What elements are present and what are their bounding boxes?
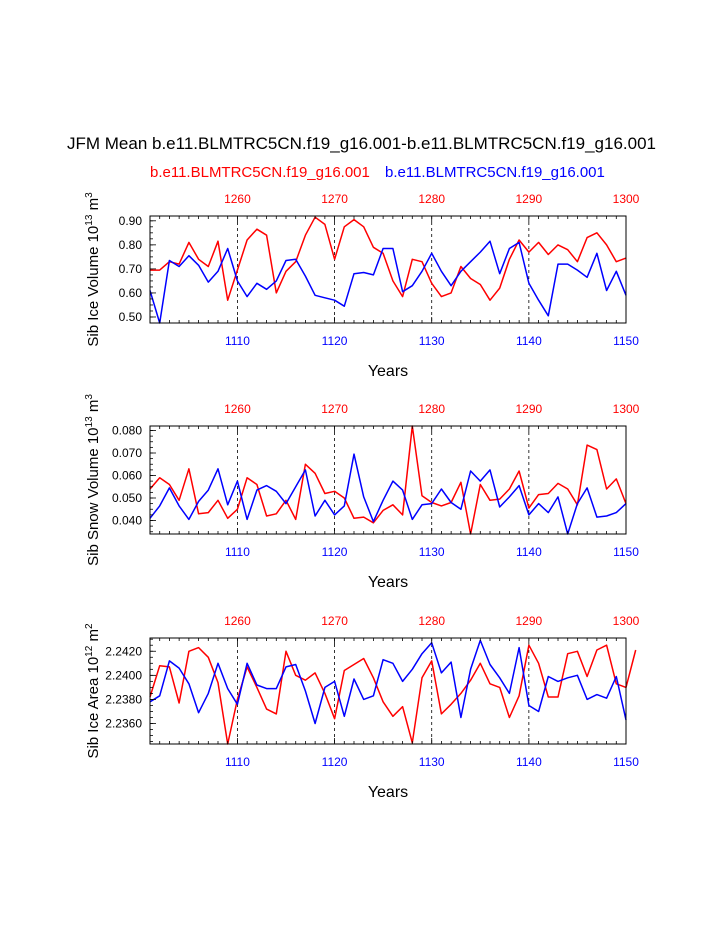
legend-blue-label: b.e11.BLMTRC5CN.f19_g16.001 <box>385 164 605 181</box>
y-tick-label: 0.50 <box>119 310 143 324</box>
y-axis-label: Sib Snow Volume 1013 m3 <box>84 394 102 566</box>
y-tick-label: 0.050 <box>112 491 142 505</box>
y-tick-label: 0.080 <box>112 424 142 438</box>
x-bottom-tick-label: 1150 <box>613 545 639 559</box>
y-tick-label: 2.2360 <box>105 717 142 731</box>
plot-frame <box>149 425 627 535</box>
series-line-blue <box>149 639 627 725</box>
plot-frame <box>149 637 627 745</box>
x-bottom-tick-label: 1130 <box>419 755 445 769</box>
y-tick-label: 0.070 <box>112 446 142 460</box>
y-tick-label: 2.2400 <box>105 668 142 682</box>
y-tick-label: 0.60 <box>119 286 143 300</box>
chart-title: JFM Mean b.e11.BLMTRC5CN.f19_g16.001-b.e… <box>66 134 656 153</box>
x-top-tick-label: 1280 <box>418 402 445 416</box>
x-top-tick-label: 1270 <box>321 402 348 416</box>
x-bottom-tick-label: 1150 <box>613 755 639 769</box>
x-bottom-tick-label: 1120 <box>322 755 348 769</box>
x-bottom-tick-label: 1150 <box>613 334 639 348</box>
x-bottom-tick-label: 1110 <box>225 755 250 769</box>
x-bottom-tick-label: 1110 <box>225 334 250 348</box>
x-top-tick-label: 1270 <box>321 192 348 206</box>
y-tick-label: 0.060 <box>112 469 142 483</box>
x-bottom-tick-label: 1120 <box>322 334 348 348</box>
y-tick-label: 0.80 <box>119 238 143 252</box>
x-bottom-tick-label: 1140 <box>516 755 542 769</box>
x-top-tick-label: 1260 <box>224 192 251 206</box>
x-top-tick-label: 1290 <box>516 402 543 416</box>
x-top-tick-label: 1290 <box>516 192 543 206</box>
x-bottom-tick-label: 1130 <box>419 334 445 348</box>
plot-panel-2: 1110 1120 1130 1140 1150 1260 1270 1280 1290 1300… <box>84 394 640 591</box>
x-bottom-tick-label: 1140 <box>516 334 542 348</box>
x-axis-label: Years <box>368 784 408 801</box>
legend-red-label: b.e11.BLMTRC5CN.f19_g16.001 <box>150 164 370 181</box>
y-axis-label: Sib Ice Volume 1013 m3 <box>84 192 102 347</box>
x-bottom-tick-label: 1120 <box>322 545 348 559</box>
y-tick-label: 0.040 <box>112 514 142 528</box>
x-top-tick-label: 1300 <box>613 192 640 206</box>
y-axis-label: Sib Ice Area 1012 m2 <box>84 623 102 759</box>
x-axis-label: Years <box>368 574 408 591</box>
y-tick-label: 0.90 <box>119 214 143 228</box>
x-bottom-tick-label: 1140 <box>516 545 542 559</box>
y-tick-label: 0.70 <box>119 262 143 276</box>
x-top-tick-label: 1290 <box>516 614 543 628</box>
x-bottom-tick-label: 1130 <box>419 545 445 559</box>
series-line-red <box>149 644 637 745</box>
x-axis-label: Years <box>368 363 408 380</box>
x-top-tick-label: 1300 <box>613 614 640 628</box>
x-top-tick-label: 1280 <box>418 192 445 206</box>
plot-panel-1: 1110 1120 1130 1140 1150 1260 1270 1280 1290 1300… <box>84 192 640 380</box>
x-top-tick-label: 1300 <box>613 402 640 416</box>
x-top-tick-label: 1270 <box>321 614 348 628</box>
series-line-blue <box>149 240 627 324</box>
y-tick-label: 2.2380 <box>105 692 142 706</box>
series-line-red <box>149 425 627 535</box>
plot-panel-3: 1110 1120 1130 1140 1150 1260 1270 1280 1290 1300… <box>84 614 640 801</box>
x-top-tick-label: 1260 <box>224 614 251 628</box>
x-top-tick-label: 1260 <box>224 402 251 416</box>
series-line-blue <box>149 453 627 535</box>
y-tick-label: 2.2420 <box>105 644 142 658</box>
x-bottom-tick-label: 1110 <box>225 545 250 559</box>
series-line-red <box>150 216 627 301</box>
plot-frame <box>149 215 627 324</box>
x-top-tick-label: 1280 <box>418 614 445 628</box>
